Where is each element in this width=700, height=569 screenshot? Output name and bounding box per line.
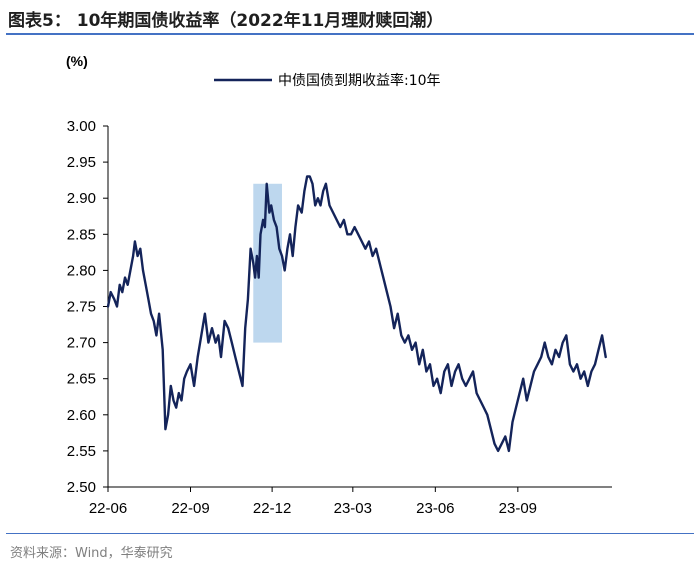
y-tick-label: 2.70 [67, 335, 96, 352]
y-tick-label: 2.80 [67, 262, 96, 279]
x-tick-label: 22-09 [171, 500, 209, 517]
x-axis: 22-06 22-09 22-12 23-03 23-06 23-09 [89, 486, 612, 517]
y-axis: 3.00 2.95 2.90 2.85 2.80 2.75 2.70 2.65 2.60 2.55… [67, 118, 109, 496]
x-tick-label: 22-06 [89, 500, 127, 517]
y-tick-label: 2.55 [67, 443, 96, 460]
y-tick-label: 2.95 [67, 154, 96, 171]
y-tick-label: 2.65 [67, 371, 96, 388]
x-tick-label: 23-03 [334, 500, 372, 517]
series-line-yield-10y [106, 175, 607, 453]
y-tick-label: 2.60 [67, 407, 96, 424]
x-tick-label: 23-06 [416, 500, 454, 517]
legend: 中债国债到期收益率:10年 [214, 72, 441, 89]
y-tick-label: 2.50 [67, 479, 96, 496]
figure-title: 图表5： 10年期国债收益率（2022年11月理财赎回潮） [8, 11, 444, 31]
y-axis-unit-label: (%) [66, 53, 88, 69]
y-tick-label: 3.00 [67, 118, 96, 135]
y-tick-label: 2.90 [67, 190, 96, 207]
y-tick-label: 2.85 [67, 226, 96, 243]
source-note: 资料来源：Wind，华泰研究 [10, 546, 173, 561]
legend-label: 中债国债到期收益率:10年 [278, 72, 441, 89]
series-layer [106, 175, 607, 453]
x-tick-label: 22-12 [253, 500, 291, 517]
x-tick-label: 23-09 [499, 500, 537, 517]
y-tick-label: 2.75 [67, 299, 96, 316]
title-rule [6, 33, 694, 35]
source-rule [6, 533, 694, 534]
